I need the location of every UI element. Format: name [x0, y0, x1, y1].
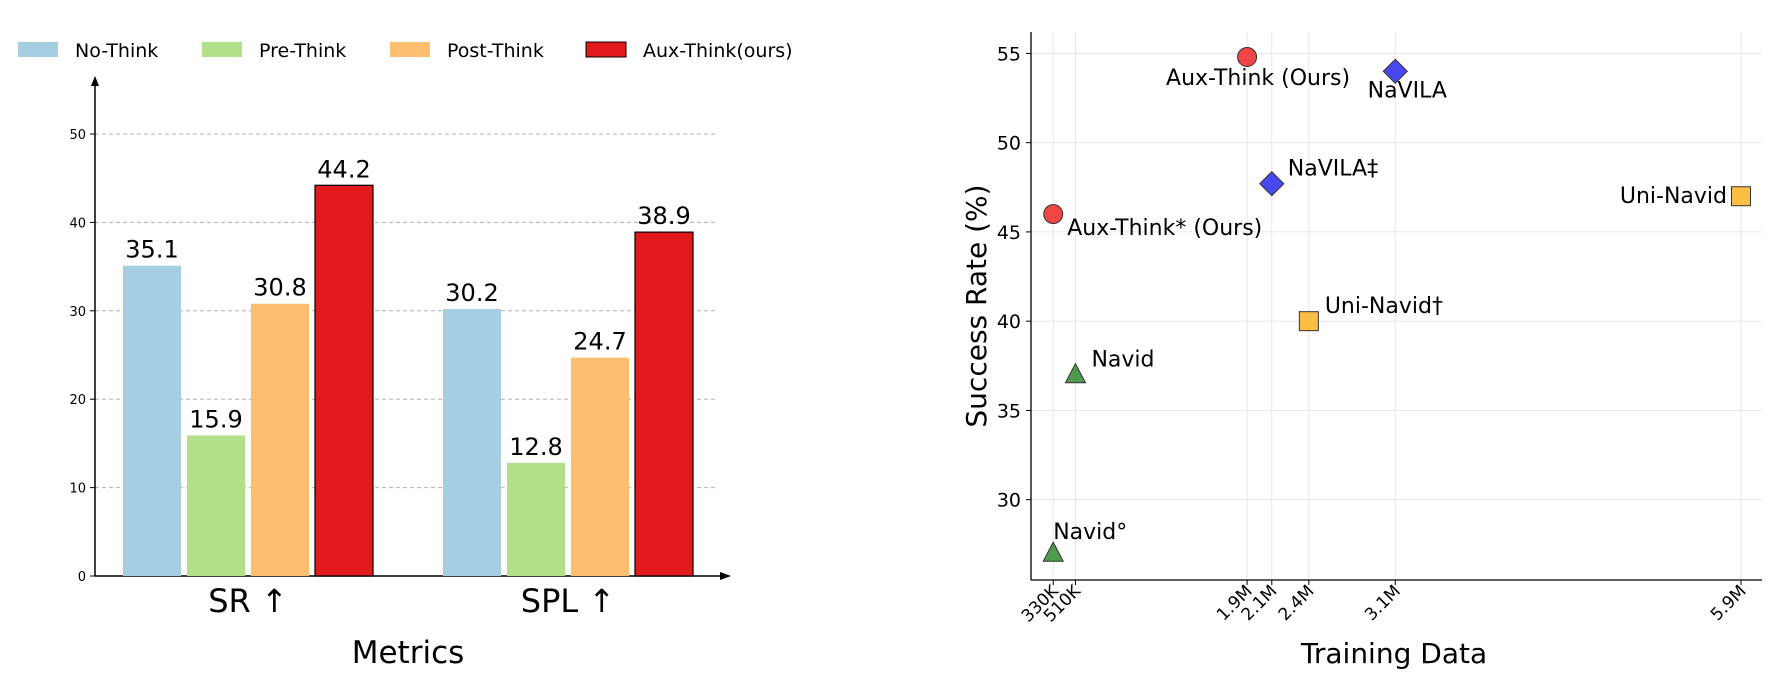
y-tick-label: 40: [997, 311, 1021, 333]
point-marker-2: [1259, 171, 1285, 197]
bar-2-1: [571, 357, 629, 576]
y-axis-title: Success Rate (%): [960, 184, 993, 427]
bar-chart: No-Think Pre-Think Post-Think Aux-Think(our…: [18, 40, 793, 671]
point-label-3: Uni-Navid: [1620, 184, 1727, 209]
category-label: SR ↑: [208, 582, 288, 620]
point-marker-1: [1382, 58, 1408, 84]
legend-label-3: Aux-Think(ours): [643, 40, 793, 62]
point-label-6: Navid: [1091, 348, 1154, 373]
point-label-5: Uni-Navid†: [1325, 294, 1443, 319]
bar-0-1: [443, 309, 501, 576]
legend-label-0: No-Think: [75, 40, 158, 62]
y-tick-label: 35: [997, 400, 1021, 422]
y-tick-label: 30: [69, 305, 86, 320]
x-axis-title: Training Data: [1300, 637, 1487, 670]
bar-value-label: 35.1: [125, 236, 178, 264]
point-label-0: Aux-Think (Ours): [1166, 66, 1350, 91]
point-label-4: Aux-Think* (Ours): [1067, 216, 1262, 241]
point-marker-7: [1042, 541, 1065, 562]
legend-swatch-1: [202, 42, 242, 57]
legend-swatch-3: [585, 41, 627, 58]
point-marker-0: [1237, 46, 1258, 67]
y-axis-arrow: [91, 76, 99, 86]
y-tick-label: 0: [78, 570, 86, 585]
bar-1-0: [187, 435, 245, 576]
bar-3-0: [314, 184, 374, 577]
bar-value-label: 38.9: [637, 202, 690, 230]
point-marker-4: [1043, 204, 1064, 225]
category-label: SPL ↑: [521, 582, 615, 620]
legend-label-2: Post-Think: [447, 40, 544, 62]
bar-value-label: 12.8: [509, 433, 562, 461]
legend-swatch-2: [390, 42, 430, 57]
y-tick-label: 30: [997, 490, 1021, 512]
bar-value-label: 30.2: [445, 279, 498, 307]
x-axis-arrow: [720, 572, 731, 580]
legend-swatch-0: [18, 42, 58, 57]
x-axis-title: Metrics: [352, 635, 465, 671]
y-tick-label: 20: [69, 393, 86, 408]
bar-value-label: 24.7: [573, 328, 626, 356]
x-tick-label: 2.4M: [1275, 581, 1319, 625]
bar-value-label: 44.2: [317, 155, 370, 183]
point-label-7: Navid°: [1053, 520, 1127, 545]
bar-value-label: 15.9: [189, 405, 242, 433]
bar-0-0: [123, 265, 181, 576]
point-marker-6: [1064, 362, 1087, 384]
x-tick-label: 3.1M: [1361, 581, 1405, 625]
y-tick-label: 55: [997, 43, 1021, 65]
y-tick-label: 50: [997, 133, 1021, 155]
x-tick-label: 5.9M: [1707, 581, 1751, 625]
point-label-2: NaVILA‡: [1288, 157, 1378, 182]
y-tick-label: 50: [69, 128, 86, 143]
point-marker-5: [1298, 311, 1319, 332]
y-tick-label: 45: [997, 222, 1021, 244]
y-tick-label: 10: [69, 482, 86, 497]
point-label-1: NaVILA: [1368, 78, 1447, 103]
point-marker-3: [1731, 186, 1752, 207]
bar-2-0: [251, 303, 309, 576]
y-tick-label: 40: [69, 216, 86, 231]
bar-1-1: [507, 462, 565, 576]
legend-label-1: Pre-Think: [259, 40, 346, 62]
bar-value-label: 30.8: [253, 274, 306, 302]
bar-3-1: [634, 231, 694, 577]
